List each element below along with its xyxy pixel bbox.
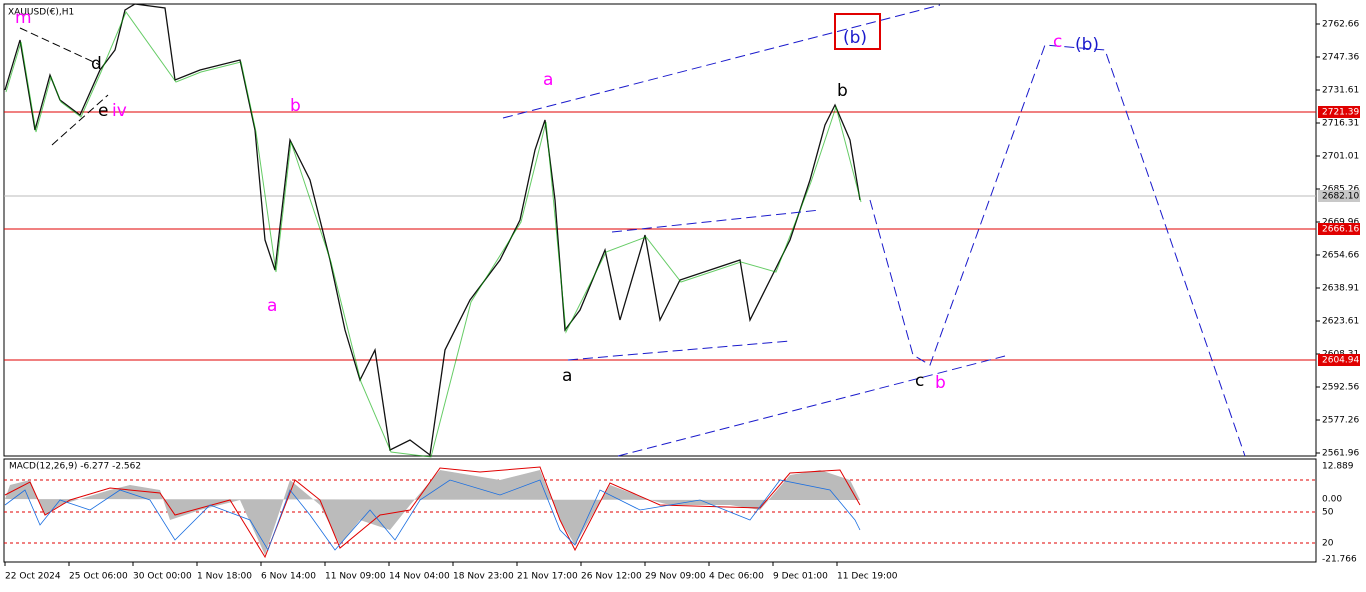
price-label: 2592.56 [1322, 383, 1359, 393]
trend-line [502, 4, 941, 119]
price-label: 2561.96 [1322, 449, 1359, 459]
highlight-box [834, 13, 881, 50]
wave-label: (b) [843, 28, 867, 48]
price-label: 2623.61 [1322, 317, 1359, 327]
price-label: 2716.31 [1322, 119, 1359, 129]
time-label: 18 Nov 23:00 [453, 572, 514, 582]
macd-histogram [5, 470, 860, 555]
projection [869, 44, 1246, 457]
price-label: 2638.91 [1322, 284, 1359, 294]
price-label: 2701.01 [1322, 152, 1359, 162]
price-marker [1318, 223, 1360, 235]
trend-line [19, 27, 101, 66]
trend-line [51, 94, 109, 146]
indicator-frame [3, 458, 1317, 563]
price-marker-label: 2604.94 [1322, 356, 1359, 366]
wave-label: a [562, 366, 572, 386]
time-label: 29 Nov 09:00 [645, 572, 706, 582]
price-marker [1318, 354, 1360, 366]
price-marker-label: 2721.39 [1322, 108, 1359, 118]
trend-line [611, 209, 821, 233]
time-label: 6 Nov 14:00 [261, 572, 316, 582]
macd-line [4, 479, 861, 551]
macd-signal [4, 466, 861, 559]
trend-line [567, 340, 791, 361]
price-label: 2747.36 [1322, 53, 1359, 63]
wave-label: a [267, 296, 277, 316]
price-label: 2685.26 [1322, 185, 1359, 195]
price-marker [1318, 190, 1360, 202]
price-marker-label: 2666.16 [1322, 225, 1359, 235]
time-label: 4 Dec 06:00 [709, 572, 764, 582]
price-label: 2731.61 [1322, 86, 1359, 96]
wave-label: (b) [1075, 35, 1099, 55]
time-label: 14 Nov 04:00 [389, 572, 450, 582]
wave-label: d [91, 54, 102, 74]
indicator-levels [4, 479, 1316, 544]
trend-lines [502, 4, 1246, 457]
wave-label: c [915, 371, 924, 391]
price-marker [1318, 106, 1360, 118]
time-label: 9 Dec 01:00 [773, 572, 828, 582]
price-label: 2762.66 [1322, 20, 1359, 30]
price-label: 2669.96 [1322, 218, 1359, 228]
wave-label: b [837, 81, 848, 101]
time-label: 26 Nov 12:00 [581, 572, 642, 582]
wave-label: e [98, 101, 108, 121]
symbol-label: XAUUSD(€),H1 [8, 8, 74, 18]
indicator-axis-label: 12.889 [1322, 462, 1354, 472]
time-label: 25 Oct 06:00 [69, 572, 128, 582]
price-label: 2654.66 [1322, 251, 1359, 261]
indicator-axis-label: 0.00 [1322, 495, 1342, 505]
time-label: 30 Oct 00:00 [133, 572, 192, 582]
trend-line [617, 355, 1006, 457]
wave-label: iv [112, 101, 127, 121]
price-path [4, 3, 861, 457]
price-label: 2577.26 [1322, 416, 1359, 426]
price-path-up [5, 10, 862, 458]
time-label: 1 Nov 18:00 [197, 572, 252, 582]
indicator-axis-label: -21.766 [1322, 555, 1357, 565]
wave-label: b [935, 373, 946, 393]
price-marker-label: 2682.10 [1322, 192, 1359, 202]
indicator-axis-label: 50 [1322, 508, 1334, 518]
levels [4, 111, 1316, 361]
time-label: 21 Nov 17:00 [517, 572, 578, 582]
main-frame [3, 3, 1317, 457]
old-lines [19, 27, 109, 146]
indicator-label: MACD(12,26,9) -6.277 -2.562 [9, 462, 141, 472]
wave-label: b [290, 96, 301, 116]
indicator-axis-label: 20 [1322, 539, 1334, 549]
wave-label: c [1053, 32, 1062, 52]
time-label: 11 Dec 19:00 [837, 572, 898, 582]
wave-label: m [15, 8, 32, 28]
wave-label: a [543, 70, 553, 90]
time-label: 11 Nov 09:00 [325, 572, 386, 582]
time-label: 22 Oct 2024 [5, 572, 61, 582]
